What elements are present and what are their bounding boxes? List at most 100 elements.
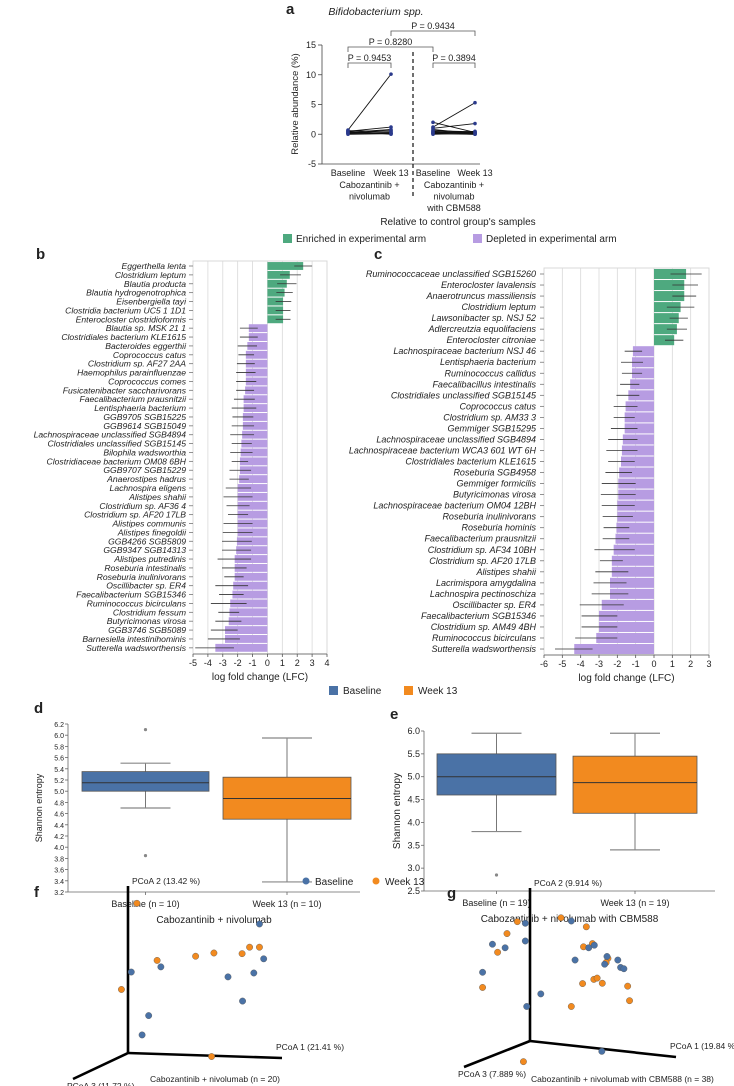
point-baseline — [585, 944, 593, 952]
bar — [239, 457, 268, 466]
legend-swatch-week13 — [404, 686, 413, 695]
point-baseline — [614, 956, 622, 964]
species-label: Clostridia bacterium UC5 1 1D1 — [65, 305, 186, 315]
box-week13 — [572, 755, 698, 814]
x-tick-label: 1 — [670, 659, 675, 669]
bar — [267, 270, 290, 279]
data-point — [346, 132, 350, 137]
species-label: Adlercreutzia equolifaciens — [427, 324, 536, 334]
x-tick-label: -1 — [249, 658, 257, 668]
p-value-label: P = 0.8280 — [369, 37, 413, 47]
x-tick-label: -5 — [558, 659, 566, 669]
bar — [239, 475, 268, 484]
bar — [267, 306, 284, 315]
x-tick-label: Week 13 — [457, 168, 492, 178]
data-point — [389, 72, 393, 76]
bar — [225, 626, 268, 635]
species-label: Faecalibacillus intestinalis — [432, 379, 536, 389]
point-baseline — [256, 920, 263, 928]
p-value-label: P = 0.3894 — [432, 53, 476, 63]
point-baseline — [603, 953, 611, 960]
box-baseline — [81, 771, 210, 792]
x-tick-label: 2 — [295, 658, 300, 668]
species-label: Alistipes shahii — [475, 567, 537, 577]
bar — [242, 421, 268, 430]
paired-line — [432, 102, 476, 128]
bar — [230, 599, 268, 608]
data-point — [389, 128, 393, 133]
axis-label-pcoa2: PCoA 2 (13.42 %) — [132, 876, 200, 886]
species-label: Coprococcus catus — [113, 350, 187, 360]
species-label: Sutterella wadsworthensis — [86, 643, 187, 653]
species-label: Butyricimonas virosa — [453, 490, 536, 500]
significance-bracket — [347, 46, 434, 52]
x-tick-label: Week 13 — [373, 168, 408, 178]
point-baseline — [620, 965, 628, 973]
legend-swatch-enriched — [283, 234, 292, 243]
chart-title: Bifidobacterium spp. — [328, 6, 423, 18]
point-week13 — [118, 986, 125, 993]
species-label: Clostridium sp. AF36 4 — [99, 501, 186, 511]
bar — [242, 413, 268, 421]
data-point — [473, 100, 477, 105]
x-tick-label: -2 — [234, 658, 242, 668]
species-label: Enterocloster lavalensis — [441, 280, 537, 290]
paired-line — [432, 132, 476, 135]
bar — [236, 546, 268, 555]
y-tick-label: 4.8 — [54, 800, 64, 807]
species-label: Alistipes shahii — [128, 492, 187, 502]
data-point — [473, 132, 477, 137]
bar — [618, 489, 654, 500]
axis-label-pcoa1: PCoA 1 (21.41 %) — [276, 1042, 344, 1052]
point-baseline — [501, 944, 509, 952]
species-label: Clostridiales bacterium KLE1615 — [405, 457, 537, 467]
species-label: Oscillibacter sp. ER4 — [106, 581, 186, 591]
species-label: Clostridium fessum — [113, 607, 186, 617]
y-tick-label: 5.5 — [407, 749, 420, 759]
species-label: Coprococcus catus — [459, 401, 536, 411]
y-tick-label: 2.5 — [407, 886, 420, 896]
bar — [234, 555, 268, 563]
species-label: Enterocloster citroniae — [446, 335, 536, 345]
bar — [599, 610, 654, 621]
y-tick-label: 15 — [306, 40, 316, 50]
panel-label-d: d — [34, 700, 43, 717]
point-week13 — [593, 974, 601, 982]
point-baseline — [250, 969, 258, 977]
x-axis-label: Cabozantinib + nivolumab — [156, 915, 272, 926]
y-tick-label: -5 — [308, 159, 316, 169]
outlier-point — [494, 873, 499, 877]
bar — [237, 528, 268, 537]
y-tick-label: 3.6 — [54, 868, 64, 875]
species-label: Clostridium leptum — [115, 270, 186, 280]
legend-dot-baseline — [302, 877, 310, 885]
x-tick-label: 4 — [324, 658, 329, 668]
bar — [247, 341, 268, 350]
y-tick-label: 5.4 — [54, 767, 64, 774]
bar — [624, 412, 654, 423]
legend-label-enriched: Enriched in experimental arm — [296, 234, 426, 245]
species-label: Lachnospiraceae unclassified SGB4894 — [376, 434, 536, 444]
bar — [267, 297, 284, 306]
significance-bracket — [390, 30, 476, 36]
species-label: Anaerotruncus massiliensis — [425, 291, 536, 301]
pcoa-axis-3 — [72, 1051, 129, 1081]
species-label: GGB9614 SGB15049 — [103, 421, 186, 431]
bar — [622, 434, 654, 445]
species-label: Alistipes finegoldii — [117, 527, 187, 537]
bar — [625, 401, 654, 412]
point-week13 — [133, 899, 141, 907]
bar — [267, 315, 284, 324]
species-label: Gemmiger SGB15295 — [447, 423, 537, 433]
species-label: Roseburia intestinalis — [104, 563, 186, 573]
species-label: Lachnospira pectinoschiza — [430, 589, 536, 599]
bar — [228, 617, 268, 626]
point-baseline — [145, 1012, 153, 1019]
point-week13 — [626, 997, 633, 1005]
bar — [654, 335, 675, 346]
x-tick-label: Baseline — [331, 168, 366, 178]
bar — [574, 644, 654, 655]
species-label: Lentisphaeria bacterium — [440, 357, 537, 367]
point-baseline — [489, 940, 496, 948]
species-label: Clostridiales unclassified SGB15145 — [391, 390, 537, 400]
